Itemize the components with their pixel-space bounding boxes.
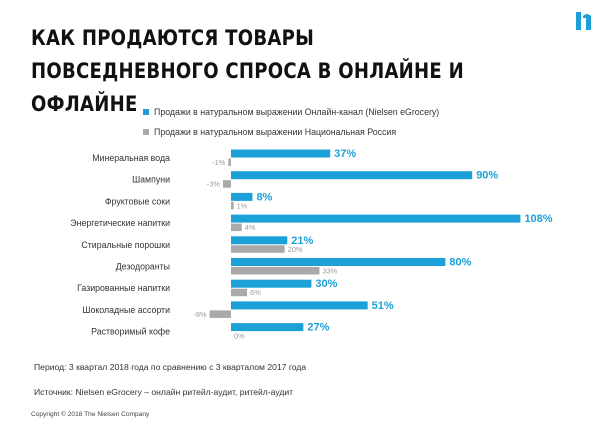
national-bar [231, 267, 320, 275]
copyright: Copyright © 2018 The Nielsen Company [31, 411, 150, 418]
category-label: Газированные напитки [77, 283, 170, 293]
category-label: Шампуни [132, 175, 170, 185]
online-bar [231, 323, 304, 332]
legend-swatch-national [143, 129, 149, 135]
online-value-label: 21% [291, 235, 313, 247]
category-label: Шоколадные ассорти [82, 305, 170, 315]
national-bar [231, 288, 248, 297]
online-bar [231, 192, 253, 201]
category-label: Минеральная вода [92, 153, 170, 163]
online-value-label: 8% [256, 191, 272, 203]
legend-item-national: Продажи в натуральном выражении Национал… [143, 125, 439, 139]
national-value-label: -8% [193, 310, 207, 319]
chart-legend: Продажи в натуральном выражении Онлайн-к… [143, 105, 439, 145]
national-bar [231, 223, 242, 232]
online-bar [231, 214, 521, 223]
page-title: КАК ПРОДАЮТСЯ ТОВАРЫ ПОВСЕДНЕВНОГО СПРОС… [31, 26, 464, 116]
national-value-label: -3% [207, 180, 221, 189]
online-value-label: 37% [334, 148, 356, 160]
online-bar [231, 301, 368, 310]
national-value-label: 4% [245, 223, 256, 232]
national-bar [231, 245, 285, 253]
period-note: Период: 3 квартал 2018 года по сравнению… [34, 362, 307, 372]
legend-swatch-online [143, 109, 149, 115]
national-value-label: 33% [322, 267, 337, 276]
online-value-label: 30% [315, 278, 337, 290]
legend-label-national: Продажи в натуральном выражении Национал… [154, 127, 397, 137]
online-bar [231, 149, 331, 158]
category-label: Растворимый кофе [91, 327, 170, 337]
national-value-label: -1% [212, 158, 226, 167]
national-value-label: 6% [250, 288, 261, 297]
online-value-label: 27% [307, 322, 329, 334]
online-bar [231, 171, 473, 180]
national-value-label: 1% [237, 201, 248, 210]
online-bar [231, 279, 312, 288]
legend-label-online: Продажи в натуральном выражении Онлайн-к… [154, 107, 440, 117]
national-bar [228, 158, 231, 166]
category-label: Фруктовые соки [105, 196, 170, 206]
national-value-label: 0% [234, 332, 245, 341]
national-bar [209, 310, 231, 318]
online-value-label: 51% [372, 300, 394, 312]
national-bar [231, 201, 234, 210]
legend-item-online: Продажи в натуральном выражении Онлайн-к… [143, 105, 439, 119]
source-note: Источник: Nielsen eGrocery – онлайн рите… [34, 387, 294, 397]
category-label: Энергетические напитки [70, 218, 170, 228]
nielsen-logo-icon [576, 12, 591, 30]
online-bar [231, 258, 446, 266]
online-value-label: 80% [449, 257, 471, 269]
category-label: Стиральные порошки [81, 240, 170, 250]
national-bar [222, 180, 231, 188]
online-bar [231, 236, 288, 245]
category-label: Дезодоранты [116, 262, 170, 272]
online-value-label: 108% [524, 213, 552, 225]
online-value-label: 90% [476, 170, 498, 182]
national-value-label: 20% [288, 245, 303, 254]
